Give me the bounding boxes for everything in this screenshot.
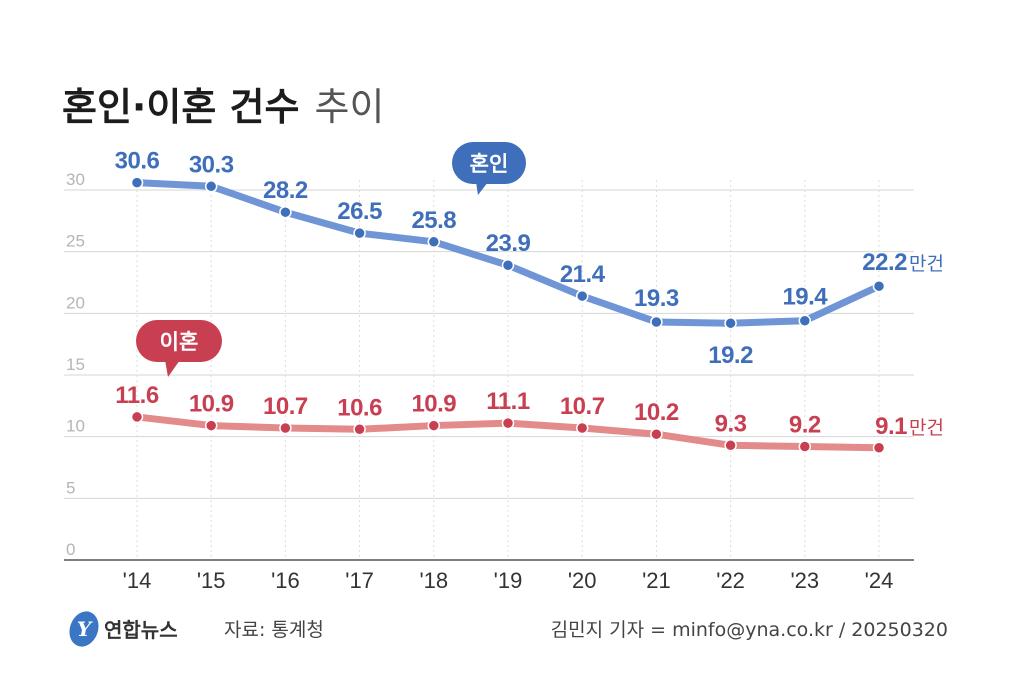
data-label: 25.8 [411, 207, 456, 234]
data-label: 21.4 [560, 261, 606, 288]
data-point [724, 439, 737, 452]
data-label: 10.2 [634, 399, 679, 426]
data-point [872, 441, 886, 455]
x-tick-label: '20 [568, 568, 597, 593]
data-point [279, 421, 292, 435]
chart-title: 혼인·이혼 건수 추이 [62, 85, 384, 129]
data-label: 19.3 [634, 285, 679, 312]
series-layer [130, 176, 886, 455]
marriage-tag-pointer [476, 182, 488, 195]
source-text: 자료: 통계청 [224, 619, 324, 641]
x-tick-label: '24 [865, 568, 894, 593]
yonhap-logo-text: 연합뉴스 [104, 618, 178, 642]
y-tick-label: 10 [66, 417, 85, 436]
data-label: 10.9 [189, 391, 234, 418]
data-point [798, 314, 812, 327]
data-point [427, 419, 441, 432]
data-point [650, 315, 663, 329]
x-tick-label: '19 [494, 568, 523, 593]
x-tick-label: '18 [419, 568, 448, 593]
data-label: 19.2 [708, 342, 753, 369]
marriage-tag-label: 혼인 [470, 152, 509, 176]
yonhap-logo-mark [69, 611, 99, 647]
data-point [427, 235, 441, 249]
data-label: 22.2 [862, 249, 907, 276]
x-tick-label: '23 [790, 568, 819, 593]
chart-title-suffix: 추이 [315, 85, 385, 129]
divorce-tag-label: 이혼 [160, 330, 199, 354]
data-label: 10.9 [411, 391, 456, 418]
data-label: 10.7 [560, 393, 605, 420]
data-point [575, 421, 589, 435]
data-point [204, 180, 218, 193]
data-label: 9.1 [875, 413, 907, 440]
data-point [798, 440, 812, 453]
y-tick-label: 20 [66, 293, 85, 312]
marriage-tag-bubble [452, 142, 526, 184]
yonhap-logo-letter: Y [77, 617, 93, 641]
y-tick-label: 15 [66, 355, 85, 374]
data-label: 9.3 [715, 410, 747, 437]
x-tick-label: '22 [716, 568, 745, 593]
data-label: 30.3 [189, 151, 234, 178]
data-label: 23.9 [486, 230, 531, 257]
data-point [353, 226, 366, 240]
data-label: 10.7 [263, 393, 308, 420]
data-point [279, 205, 292, 219]
data-point [353, 423, 366, 436]
credit-text: 김민지 기자 = minfo@yna.co.kr / 20250320 [551, 619, 948, 641]
footer: Y 연합뉴스 자료: 통계청 김민지 기자 = minfo@yna.co.kr … [69, 611, 948, 647]
unit-label: 만건 [909, 253, 944, 275]
y-axis-ticks: 0 5 10 15 20 25 30 [66, 170, 85, 559]
y-tick-label: 30 [66, 170, 85, 189]
data-point [872, 279, 886, 293]
marriage-tag: 혼인 [452, 142, 526, 195]
data-point [724, 316, 737, 330]
data-label: 9.2 [789, 412, 821, 439]
grid [64, 180, 914, 561]
data-point [130, 410, 144, 424]
x-tick-label: '16 [271, 568, 300, 593]
data-labels: 30.6 30.3 28.2 26.5 25.8 23.9 21.4 19.3 19.2 19.4… [115, 148, 944, 440]
data-point [501, 416, 515, 430]
divorce-tag: 이혼 [136, 320, 222, 377]
data-point [650, 427, 663, 441]
y-tick-label: 0 [66, 540, 75, 559]
y-tick-label: 25 [66, 232, 85, 251]
y-tick-label: 5 [66, 478, 75, 497]
yonhap-logo: Y 연합뉴스 [69, 611, 178, 647]
unit-label: 만건 [909, 417, 944, 439]
data-point [130, 176, 144, 189]
chart-title-main: 혼인·이혼 건수 [62, 85, 299, 129]
x-tick-label: '15 [197, 568, 226, 593]
divorce-tag-pointer [165, 360, 180, 377]
data-label: 19.4 [782, 284, 828, 311]
x-tick-label: '14 [123, 568, 152, 593]
data-label: 26.5 [337, 198, 382, 225]
data-point [501, 258, 515, 272]
data-label: 28.2 [263, 177, 308, 204]
data-label: 30.6 [115, 148, 160, 175]
data-point [204, 419, 218, 432]
x-axis-ticks: '14 '15 '16 '17 '18 '19 '20 '21 '22 '23 '24 [123, 568, 894, 593]
data-label: 11.6 [115, 382, 159, 409]
x-tick-label: '17 [345, 568, 374, 593]
divorce-tag-bubble [136, 320, 222, 362]
data-point [575, 289, 589, 303]
data-label: 11.1 [486, 388, 530, 415]
data-label: 10.6 [337, 394, 382, 421]
x-tick-label: '21 [642, 568, 671, 593]
